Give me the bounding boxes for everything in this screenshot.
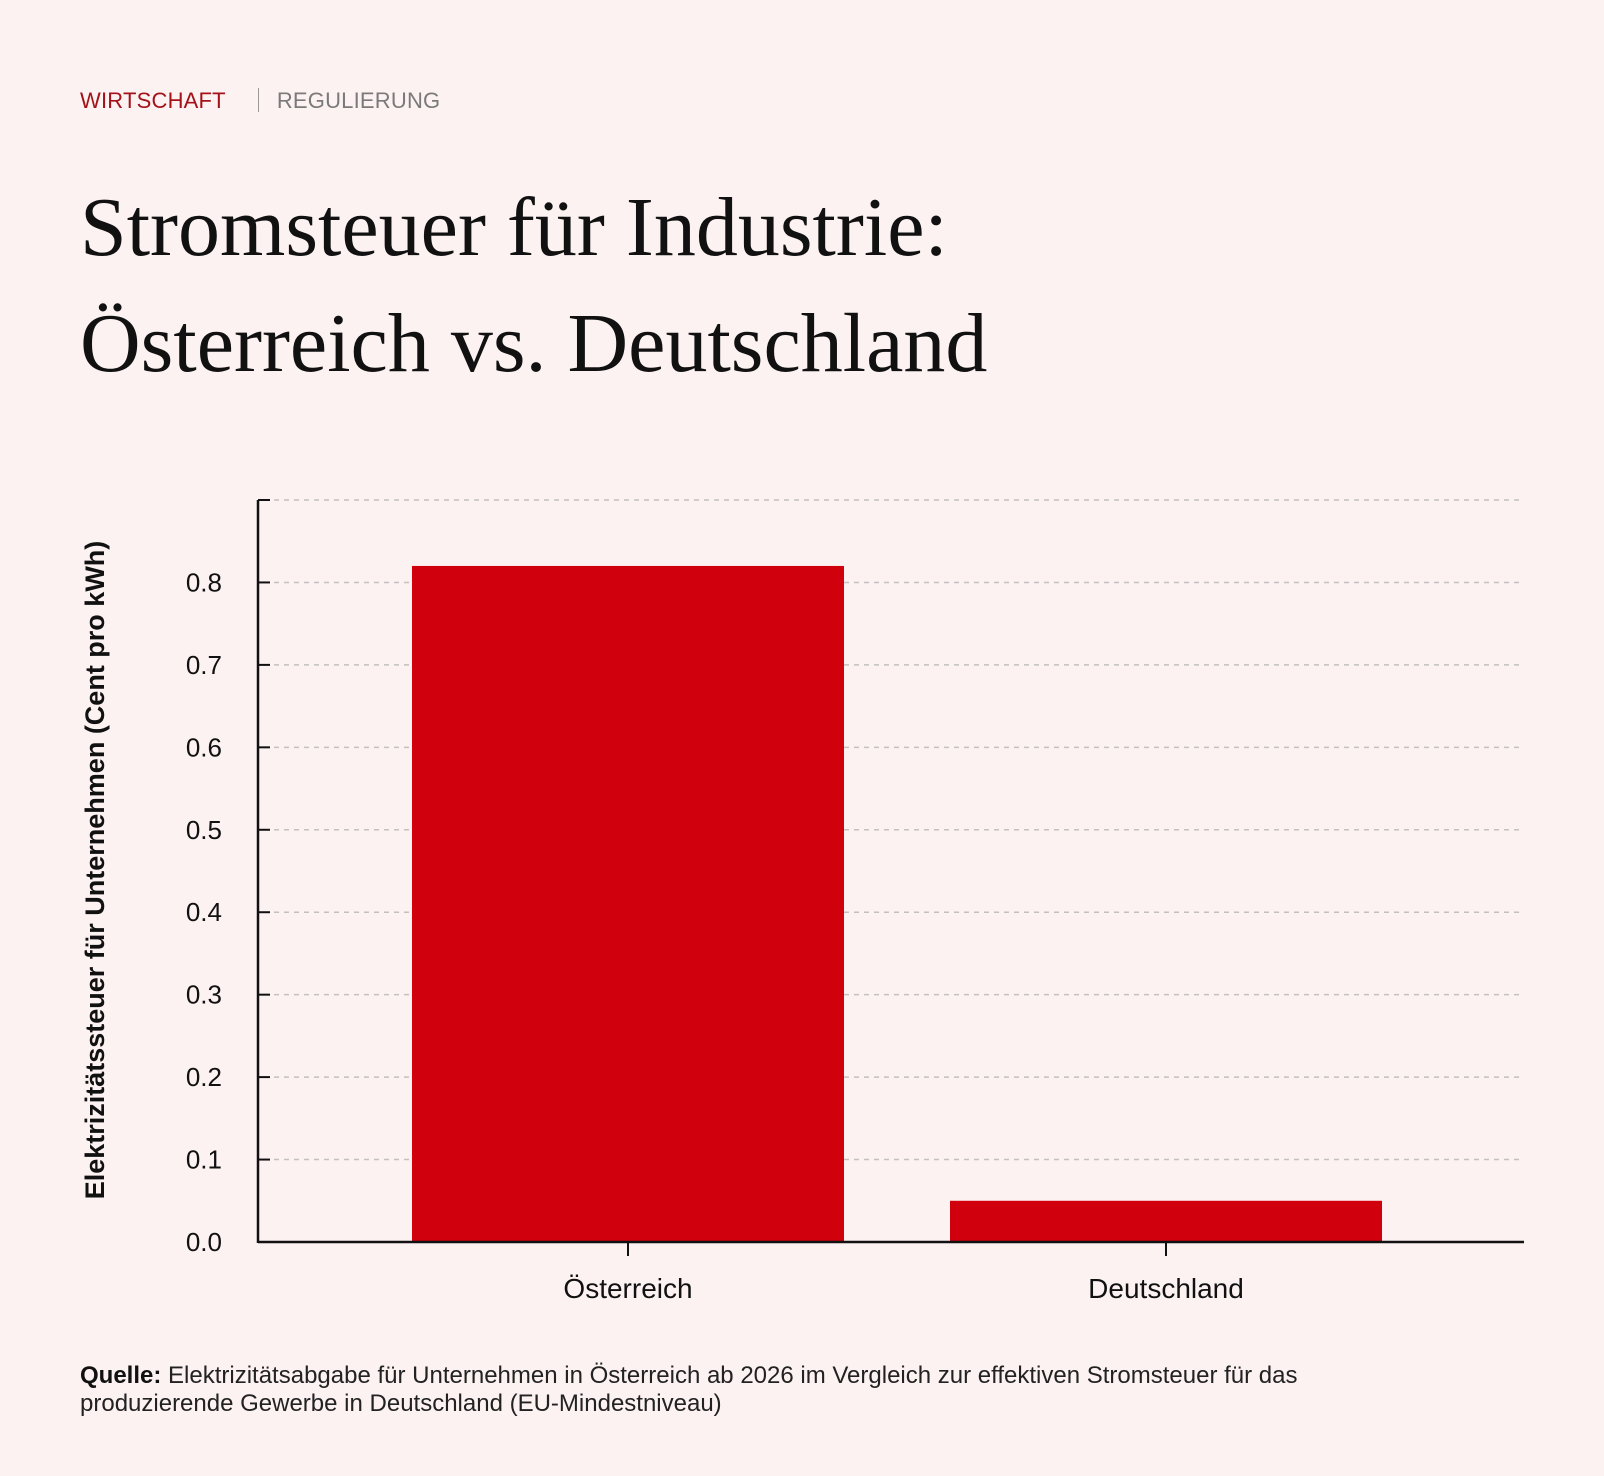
y-axis-label: Elektrizitätssteuer für Unternehmen (Cen…	[80, 541, 110, 1200]
subsection-label[interactable]: REGULIERUNG	[276, 88, 441, 113]
y-tick-label: 0.3	[186, 980, 222, 1010]
kicker: WIRTSCHAFT REGULIERUNG	[80, 88, 440, 114]
y-tick-label: 0.0	[186, 1227, 222, 1257]
source-note: Quelle: Elektrizitätsabgabe für Unterneh…	[80, 1362, 1380, 1418]
y-tick-label: 0.2	[186, 1062, 222, 1092]
y-tick-label: 0.7	[186, 650, 222, 680]
y-tick-label: 0.5	[186, 815, 222, 845]
y-tick-label: 0.6	[186, 732, 222, 762]
title-line-2: Österreich vs. Deutschland	[80, 297, 988, 390]
page-title: Stromsteuer für Industrie: Österreich vs.…	[80, 170, 987, 402]
x-tick-label: Österreich	[563, 1273, 692, 1304]
y-tick-label: 0.1	[186, 1145, 222, 1175]
y-tick-label: 0.4	[186, 897, 222, 927]
section-label[interactable]: WIRTSCHAFT	[80, 88, 226, 113]
divider	[257, 88, 259, 112]
source-text: Elektrizitätsabgabe für Unternehmen in Ö…	[80, 1362, 1298, 1417]
source-label: Quelle:	[80, 1362, 162, 1389]
y-tick-label: 0.8	[186, 567, 222, 597]
bar-oesterreich	[412, 565, 844, 1242]
bar-deutschland	[950, 1200, 1382, 1242]
x-tick-label: Deutschland	[1088, 1273, 1244, 1304]
title-line-1: Stromsteuer für Industrie:	[80, 181, 948, 274]
